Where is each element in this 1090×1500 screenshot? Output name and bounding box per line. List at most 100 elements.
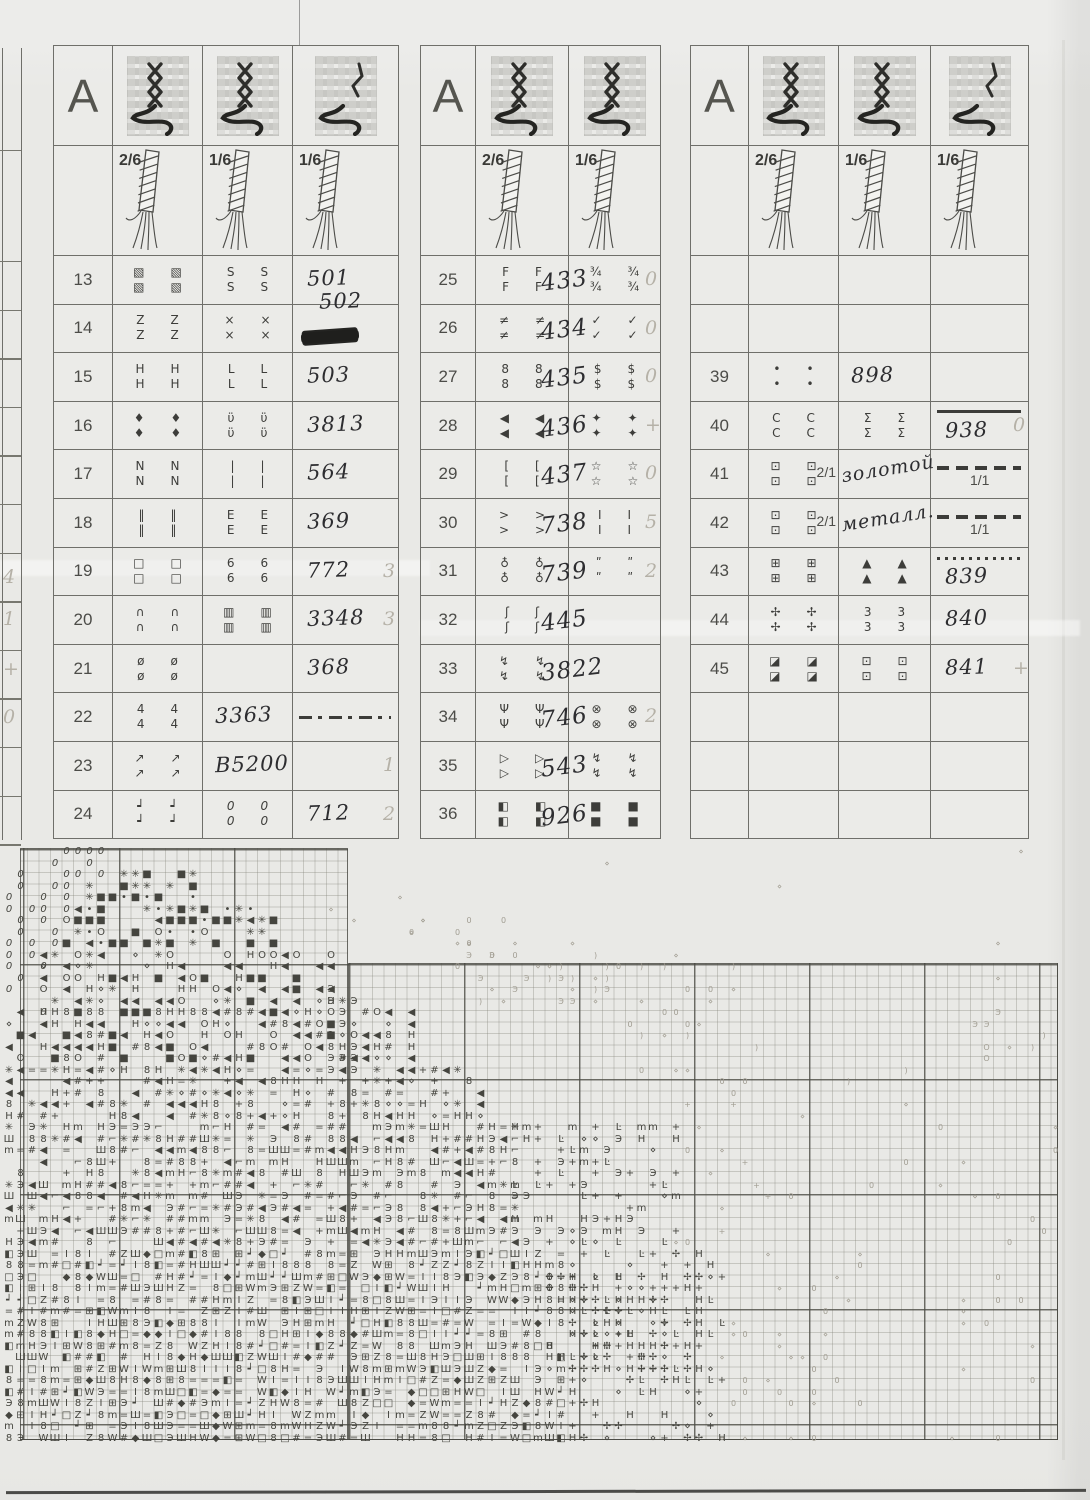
strand-count-label: 2/6 — [482, 152, 505, 169]
stitch-symbol: m — [211, 1398, 221, 1409]
stitch-symbol: ┙ — [281, 1248, 289, 1260]
stitch-symbol: 8 — [86, 1191, 93, 1202]
stitch-symbol: Э — [120, 1421, 128, 1432]
stitch-symbol: ◆ — [534, 1317, 542, 1329]
stitch-symbol: ✳ — [142, 903, 152, 915]
stitch-symbol: □ — [487, 1421, 497, 1432]
stitch-symbol: H — [143, 1191, 151, 1202]
stitch-symbol: m — [395, 1122, 405, 1133]
stitch-symbol: O — [327, 949, 335, 961]
stitch-symbol: ⋄ — [109, 1064, 116, 1076]
stitch-symbol: 8 — [132, 1317, 139, 1329]
stitch-symbol: 8 — [396, 1179, 404, 1191]
stitch-symbol: + — [200, 1156, 209, 1168]
stitch-symbol: ⋄ — [638, 1283, 645, 1294]
stitch-symbol: ✳ — [119, 1214, 129, 1225]
stitch-symbol: Э — [350, 1191, 358, 1202]
stitch-symbol: ◀ — [39, 949, 48, 961]
stitch-symbol: = — [395, 1329, 405, 1340]
legend-row-36: 36 ◧ ◧ ◧ ◧ ■ ■ ■ ■ 926 — [421, 790, 661, 840]
stitch-symbol: ◀ — [154, 995, 163, 1007]
stitch-symbol: ⋄ — [224, 1110, 231, 1122]
stitch-symbol: Z — [120, 1248, 128, 1260]
stitch-symbol: ◧ — [383, 1283, 394, 1294]
stitch-symbol: 8 — [362, 1110, 369, 1122]
stitch-symbol: m — [314, 1145, 325, 1156]
stitch-symbol: ⌐ — [131, 1214, 140, 1225]
stitch-symbol: ┙ — [534, 1306, 542, 1317]
stitch-symbol: 8 — [396, 1317, 404, 1329]
stitch-symbol: # — [430, 1179, 439, 1191]
stitch-symbol: W — [27, 1317, 37, 1329]
stitch-symbol: ┙ — [247, 1398, 254, 1409]
stitch-symbol: ⊞ — [361, 1306, 370, 1317]
color-number: 35 — [438, 755, 458, 775]
stitch-symbol: ⋄ — [351, 916, 357, 925]
stitch-symbol: O — [327, 1007, 335, 1018]
stitch-symbol: 8 — [109, 1099, 116, 1110]
stitch-symbol: ■ — [96, 903, 106, 915]
stitch-symbol: H — [292, 1110, 301, 1122]
symbol-1-6: × × × × — [224, 313, 281, 343]
stitch-symbol: I — [226, 1363, 229, 1375]
stitch-symbol: ◀ — [74, 995, 82, 1007]
stitch-symbol: m — [119, 1306, 129, 1317]
stitch-symbol: H — [695, 1248, 703, 1260]
stitch-symbol: + — [62, 1168, 71, 1179]
stitch-symbol: 8 — [419, 1168, 427, 1179]
strand-count-label: 2/6 — [119, 152, 142, 169]
stitch-symbol: I — [203, 1363, 206, 1375]
stitch-symbol: ✢ — [683, 1432, 692, 1444]
stitch-symbol: H — [235, 972, 243, 984]
stitch-symbol: O — [74, 972, 82, 984]
stitch-symbol: ⋄ — [97, 984, 105, 995]
stitch-symbol: ◀ — [177, 972, 186, 984]
stitch-symbol: Z — [373, 1352, 381, 1363]
stitch-symbol: ┙ — [132, 1398, 139, 1409]
stitch-symbol: W — [429, 1409, 440, 1421]
legend-row-41: 41 ⊡ ⊡ ⊡ ⊡ 2/1 1/1 золотой — [691, 450, 1029, 499]
stitch-symbol: H — [28, 1340, 36, 1352]
stitch-symbol: ⋄ — [580, 1329, 588, 1340]
stitch-symbol: I — [237, 1294, 241, 1306]
stitch-symbol: ■ — [130, 892, 141, 903]
stitch-symbol: m — [314, 1317, 325, 1329]
stitch-symbol: ⊞ — [349, 1248, 359, 1260]
symbol-2-6: ▧ ▧ ▧ ▧ — [133, 264, 192, 294]
stitch-symbol: ⋄ — [673, 1238, 679, 1247]
stitch-symbol: I — [456, 1294, 459, 1306]
stitch-symbol: H — [442, 1283, 450, 1294]
stitch-symbol: ✢ — [568, 1317, 577, 1329]
stitch-symbol: # — [154, 1271, 163, 1283]
stitch-symbol: ◆ — [522, 1398, 531, 1409]
stitch-symbol: 0 — [1052, 1146, 1059, 1155]
stitch-symbol: 8 — [281, 1294, 289, 1306]
stitch-symbol: + — [741, 1157, 749, 1167]
stitch-symbol: Ŀ — [661, 1179, 668, 1191]
stitch-symbol: ┙ — [454, 1260, 461, 1271]
stitch-symbol: 8 — [511, 1352, 519, 1363]
stitch-symbol: ⋄ — [339, 1030, 346, 1041]
stitch-symbol: Ш — [463, 1225, 475, 1237]
stitch-symbol: = — [487, 1306, 497, 1317]
stitch-symbol: 8 — [281, 1260, 289, 1271]
stitch-symbol: Ш — [440, 1363, 452, 1375]
stitch-symbol: ⌐ — [131, 1145, 140, 1156]
stitch-symbol: Ш — [314, 1294, 325, 1306]
stitch-symbol: 0 — [51, 926, 59, 938]
stitch-symbol: Э — [350, 1352, 358, 1363]
stitch-symbol: + — [694, 1340, 704, 1352]
stitch-symbol: H — [281, 1329, 289, 1340]
stitch-symbol: W — [544, 1421, 555, 1432]
stitch-symbol: = — [73, 1064, 83, 1076]
stitch-symbol: ⋄ — [776, 1284, 782, 1293]
stitch-symbol: m — [50, 1363, 60, 1375]
stitch-symbol: H — [568, 1386, 577, 1398]
stitch-symbol: □ — [268, 1248, 279, 1260]
stitch-symbol: m — [395, 1409, 405, 1421]
stitch-symbol: H — [407, 1041, 416, 1053]
